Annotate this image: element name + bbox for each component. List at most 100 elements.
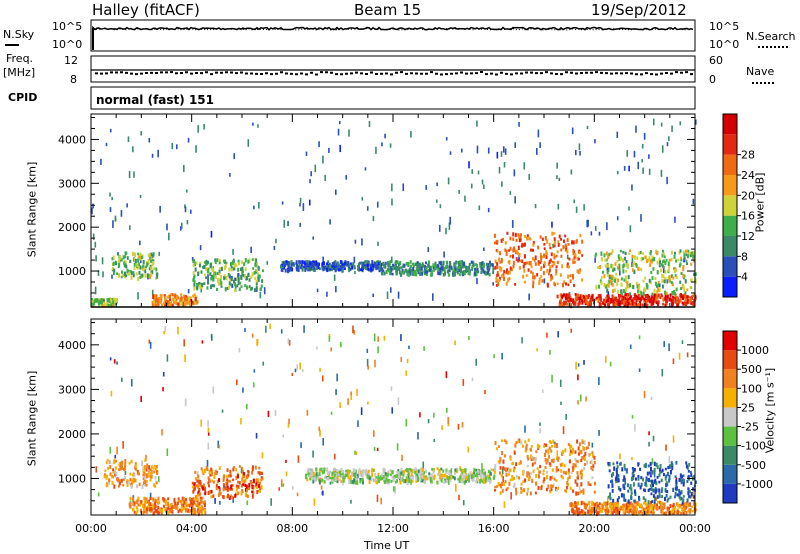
- power-band-cell: [425, 267, 428, 270]
- velocity-band-cell: [383, 469, 386, 474]
- power-band-cell: [563, 300, 566, 305]
- power-band-cell: [546, 239, 549, 244]
- power-band-cell: [99, 301, 102, 305]
- power-band-cell: [671, 301, 674, 306]
- power-band-cell: [560, 248, 563, 252]
- velocity-band-cell: [522, 480, 525, 483]
- nsearch-legend-dots: [758, 46, 788, 48]
- power-band-cell: [656, 303, 659, 307]
- power-noise-cell: [333, 274, 336, 281]
- power-band-cell: [498, 278, 501, 282]
- power-band-cell: [416, 261, 419, 266]
- velocity-band-cell: [414, 470, 417, 475]
- power-band-cell: [551, 264, 554, 268]
- velocity-noise-cell: [651, 458, 654, 465]
- power-band-cell: [627, 293, 630, 297]
- velocity-band-cell: [328, 476, 331, 480]
- velocity-noise-cell: [340, 341, 342, 348]
- velocity-noise-cell: [448, 477, 450, 485]
- power-band-cell: [539, 261, 542, 265]
- power-band-cell: [126, 272, 129, 276]
- power-band-cell: [257, 277, 260, 281]
- power-band-cell: [178, 299, 181, 303]
- power-band-cell: [578, 296, 581, 301]
- velocity-band-cell: [426, 477, 429, 481]
- power-colorbar-tick-label: 4: [741, 271, 748, 284]
- velocity-band-cell: [509, 457, 512, 461]
- power-band-cell: [655, 249, 658, 255]
- power-band-cell: [133, 266, 136, 271]
- velocity-band-cell: [257, 481, 260, 484]
- power-band-cell: [141, 266, 144, 270]
- velocity-band-cell: [574, 479, 577, 484]
- power-noise-cell: [94, 241, 97, 248]
- velocity-band-cell: [142, 477, 145, 481]
- power-band-cell: [587, 295, 590, 299]
- power-band-cell: [217, 280, 220, 284]
- velocity-band-cell: [579, 470, 582, 475]
- velocity-band-cell: [483, 469, 486, 473]
- power-band-cell: [665, 291, 668, 296]
- power-band-cell: [686, 297, 689, 301]
- power-band-cell: [144, 265, 147, 269]
- power-band-cell: [290, 262, 293, 267]
- freq-left-tick-bottom: 8: [70, 73, 77, 86]
- power-band-cell: [261, 279, 264, 284]
- power-band-cell: [637, 293, 640, 297]
- velocity-band-cell: [152, 497, 155, 502]
- power-band-cell: [691, 295, 694, 300]
- velocity-band-cell: [191, 481, 194, 485]
- power-band-cell: [144, 273, 147, 278]
- power-band-cell: [541, 279, 544, 283]
- power-noise-cell: [361, 197, 364, 201]
- velocity-band-cell: [503, 439, 506, 442]
- velocity-band-cell: [544, 465, 547, 470]
- velocity-band-cell: [389, 473, 392, 477]
- power-band-cell: [618, 267, 621, 272]
- velocity-band-cell: [419, 472, 422, 476]
- power-band-cell: [113, 268, 116, 273]
- nsky-frame: [90, 19, 696, 52]
- velocity-band-cell: [488, 475, 491, 480]
- power-band-cell: [685, 253, 688, 257]
- power-noise-cell: [366, 206, 369, 211]
- power-band-cell: [107, 297, 110, 301]
- power-noise-cell: [114, 218, 117, 222]
- velocity-noise-cell: [280, 479, 283, 488]
- velocity-band-cell: [144, 458, 147, 462]
- power-band-cell: [468, 265, 471, 270]
- power-noise-cell: [197, 125, 199, 133]
- power-noise-cell: [483, 184, 485, 189]
- velocity-noise-cell: [320, 485, 323, 490]
- velocity-noise-cell: [296, 492, 299, 497]
- velocity-band-cell: [396, 470, 399, 475]
- velocity-band-cell: [668, 474, 671, 479]
- power-noise-cell: [503, 161, 506, 168]
- velocity-band-cell: [687, 474, 690, 478]
- power-band-cell: [637, 296, 640, 300]
- power-band-cell: [427, 260, 430, 265]
- velocity-noise-cell: [294, 368, 297, 373]
- power-noise-cell: [648, 154, 650, 159]
- power-band-cell: [525, 236, 528, 241]
- velocity-band-cell: [633, 501, 636, 505]
- power-band-cell: [560, 293, 563, 298]
- velocity-band-cell: [234, 493, 237, 498]
- velocity-band-cell: [617, 486, 620, 491]
- velocity-band-cell: [177, 510, 180, 514]
- power-band-cell: [416, 263, 419, 269]
- velocity-band-cell: [576, 459, 579, 464]
- velocity-noise-cell: [607, 497, 609, 505]
- velocity-band-cell: [167, 510, 170, 515]
- velocity-band-cell: [173, 497, 176, 503]
- power-band-cell: [676, 303, 679, 307]
- power-noise-cell: [648, 168, 651, 175]
- power-band-cell: [568, 257, 571, 261]
- power-band-cell: [646, 287, 649, 290]
- power-band-cell: [256, 269, 259, 272]
- power-band-cell: [348, 266, 351, 271]
- power-band-cell: [547, 262, 550, 266]
- power-band-cell: [662, 259, 665, 264]
- velocity-band-cell: [648, 510, 651, 514]
- velocity-band-cell: [531, 462, 534, 467]
